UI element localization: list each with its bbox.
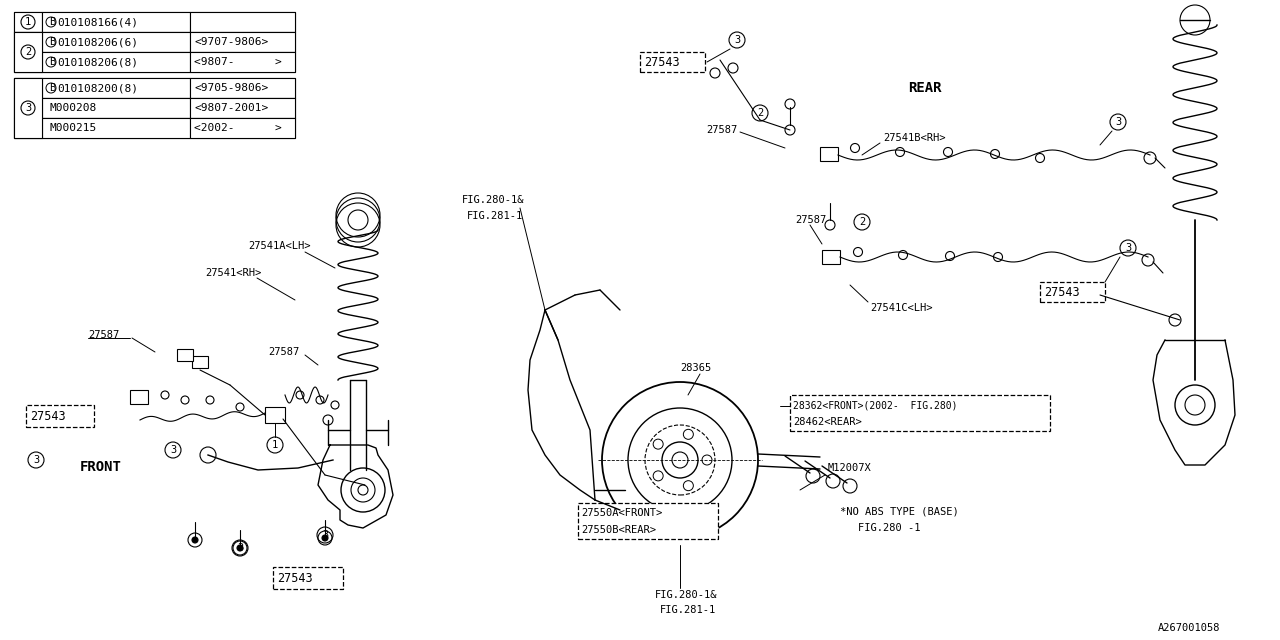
Text: 010108166(4): 010108166(4) xyxy=(58,17,138,27)
Bar xyxy=(14,118,294,138)
Bar xyxy=(42,118,189,138)
Bar xyxy=(790,395,1050,431)
Bar xyxy=(42,32,189,52)
Circle shape xyxy=(323,535,328,541)
Text: 28362<FRONT>(2002-  FIG.280): 28362<FRONT>(2002- FIG.280) xyxy=(794,400,957,410)
Text: 27550A<FRONT>: 27550A<FRONT> xyxy=(581,508,662,518)
Bar xyxy=(14,12,42,32)
Text: FIG.280-1&: FIG.280-1& xyxy=(655,590,718,600)
Text: 3: 3 xyxy=(733,35,740,45)
Text: 010108200(8): 010108200(8) xyxy=(58,83,138,93)
Bar xyxy=(640,52,705,72)
Text: M12007X: M12007X xyxy=(828,463,872,473)
Bar xyxy=(820,147,838,161)
Bar xyxy=(14,98,42,118)
Text: M000215: M000215 xyxy=(49,123,96,133)
Text: 27543: 27543 xyxy=(29,410,65,422)
Text: 2: 2 xyxy=(859,217,865,227)
Text: FRONT: FRONT xyxy=(81,460,122,474)
Text: 2: 2 xyxy=(756,108,763,118)
Text: 27587: 27587 xyxy=(88,330,119,340)
Bar xyxy=(192,356,209,368)
Text: FIG.281-1: FIG.281-1 xyxy=(467,211,524,221)
Bar xyxy=(189,118,294,138)
Text: <9807-      >: <9807- > xyxy=(195,57,282,67)
Bar xyxy=(42,98,189,118)
Text: 27541<RH>: 27541<RH> xyxy=(205,268,261,278)
Bar xyxy=(14,78,42,138)
Text: 27543: 27543 xyxy=(276,572,312,584)
Text: A267001058: A267001058 xyxy=(1158,623,1221,633)
Text: FIG.280-1&: FIG.280-1& xyxy=(462,195,525,205)
Bar xyxy=(1039,282,1105,302)
Text: 27587: 27587 xyxy=(795,215,827,225)
Text: 1: 1 xyxy=(271,440,278,450)
Bar xyxy=(177,349,193,361)
Bar xyxy=(131,390,148,404)
Text: 27541B<RH>: 27541B<RH> xyxy=(883,133,946,143)
Text: 3: 3 xyxy=(33,455,40,465)
Bar xyxy=(26,405,93,427)
Bar xyxy=(14,52,42,72)
Text: REAR: REAR xyxy=(908,81,942,95)
Bar xyxy=(822,250,840,264)
Text: 27543: 27543 xyxy=(1044,285,1079,298)
Text: B: B xyxy=(49,37,55,47)
Text: 3: 3 xyxy=(24,103,31,113)
Text: B: B xyxy=(49,83,55,93)
Bar xyxy=(14,12,294,32)
Text: B: B xyxy=(49,17,55,27)
Text: <9807-2001>: <9807-2001> xyxy=(195,103,269,113)
Bar xyxy=(14,32,294,52)
Bar xyxy=(42,52,189,72)
Bar xyxy=(189,52,294,72)
Text: <9705-9806>: <9705-9806> xyxy=(195,83,269,93)
Text: 010108206(8): 010108206(8) xyxy=(58,57,138,67)
Text: <2002-      >: <2002- > xyxy=(195,123,282,133)
Text: FIG.281-1: FIG.281-1 xyxy=(660,605,717,615)
Bar xyxy=(14,78,42,98)
Text: 3: 3 xyxy=(170,445,177,455)
Text: FIG.280 -1: FIG.280 -1 xyxy=(858,523,920,533)
Text: 27543: 27543 xyxy=(644,56,680,68)
Bar xyxy=(14,78,294,98)
Bar xyxy=(14,98,294,118)
Text: 27550B<REAR>: 27550B<REAR> xyxy=(581,525,657,535)
Bar xyxy=(14,32,42,72)
Bar xyxy=(14,118,42,138)
Bar xyxy=(273,567,343,589)
Bar xyxy=(14,32,42,52)
Text: 28365: 28365 xyxy=(680,363,712,373)
Bar xyxy=(42,78,189,98)
Text: M000208: M000208 xyxy=(49,103,96,113)
Bar xyxy=(14,52,294,72)
Text: *NO ABS TYPE (BASE): *NO ABS TYPE (BASE) xyxy=(840,507,959,517)
Text: 27587: 27587 xyxy=(268,347,300,357)
Text: 3: 3 xyxy=(1125,243,1132,253)
Text: 28462<REAR>: 28462<REAR> xyxy=(794,417,861,427)
Text: 3: 3 xyxy=(321,530,328,540)
Bar xyxy=(579,503,718,539)
Text: <9707-9806>: <9707-9806> xyxy=(195,37,269,47)
Text: 2: 2 xyxy=(24,47,31,57)
Text: 010108206(6): 010108206(6) xyxy=(58,37,138,47)
Text: 27587: 27587 xyxy=(707,125,737,135)
Text: 3: 3 xyxy=(1115,117,1121,127)
Bar xyxy=(265,407,285,423)
Bar xyxy=(42,12,189,32)
Text: 3: 3 xyxy=(237,543,243,553)
Text: 1: 1 xyxy=(24,17,31,27)
Bar xyxy=(189,12,294,32)
Bar xyxy=(189,98,294,118)
Text: B: B xyxy=(49,57,55,67)
Text: 27541C<LH>: 27541C<LH> xyxy=(870,303,933,313)
Bar xyxy=(189,32,294,52)
Circle shape xyxy=(237,545,243,551)
Text: 27541A<LH>: 27541A<LH> xyxy=(248,241,311,251)
Bar xyxy=(189,78,294,98)
Circle shape xyxy=(192,537,198,543)
